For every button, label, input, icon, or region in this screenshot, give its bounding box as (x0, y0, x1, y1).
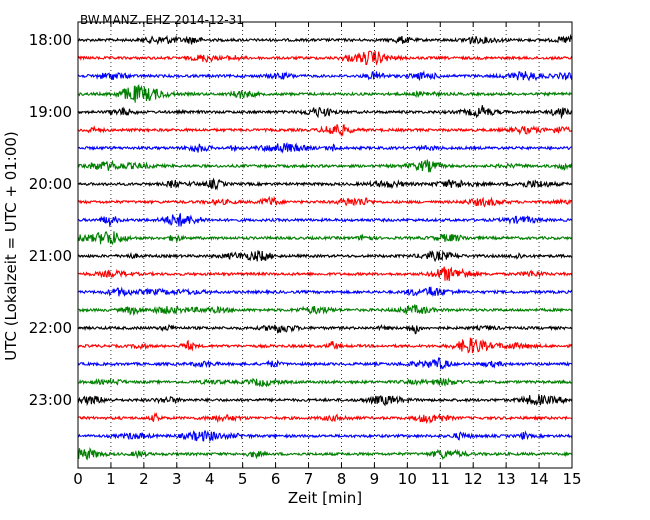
x-tick-label: 10 (398, 470, 417, 488)
y-tick-label: 18:00 (29, 31, 72, 49)
trace-line (77, 231, 573, 246)
trace-line (77, 323, 573, 335)
x-tick-label: 9 (370, 470, 380, 488)
x-tick-label: 14 (530, 470, 549, 488)
trace-line (77, 124, 573, 137)
x-tick-label: 4 (205, 470, 215, 488)
plot-frame (77, 21, 573, 469)
trace-line (77, 446, 573, 461)
trace-line (77, 286, 573, 297)
trace-line (77, 195, 573, 208)
y-axis-ticks: 18:00 19:00 20:00 21:00 22:00 23:00 (29, 31, 83, 409)
x-tick-label: 11 (431, 470, 450, 488)
trace-line (77, 213, 573, 228)
trace-line (77, 249, 573, 263)
y-tick-label: 23:00 (29, 391, 72, 409)
x-tick-label: 8 (337, 470, 347, 488)
trace-line (78, 412, 573, 425)
trace-line (77, 266, 573, 281)
x-tick-label: 3 (172, 470, 182, 488)
trace-line (77, 177, 573, 191)
chart-title: BW.MANZ..EHZ 2014-12-31 (80, 13, 244, 27)
trace-line (77, 429, 573, 443)
y-axis-label: UTC (Lokalzeit = UTC + 01:00) (2, 131, 20, 361)
x-tick-label: 12 (464, 470, 483, 488)
trace-line (77, 105, 573, 120)
trace-line (77, 159, 573, 173)
x-tick-label: 1 (106, 470, 116, 488)
trace-group (77, 33, 573, 461)
x-tick-label: 2 (139, 470, 149, 488)
x-tick-label: 13 (497, 470, 516, 488)
trace-line (77, 357, 573, 370)
x-axis-label: Zeit [min] (288, 489, 362, 507)
trace-line (77, 70, 573, 82)
trace-line (77, 83, 573, 103)
x-axis-ticks: 0 1 2 3 4 5 6 7 8 9 10 11 12 13 14 15 (73, 22, 582, 488)
y-tick-label: 19:00 (29, 103, 72, 121)
trace-line (77, 337, 573, 354)
x-tick-label: 6 (271, 470, 281, 488)
trace-line (77, 142, 573, 154)
x-tick-label: 7 (304, 470, 314, 488)
y-tick-label: 20:00 (29, 175, 72, 193)
y-tick-label: 22:00 (29, 319, 72, 337)
x-tick-label: 15 (562, 470, 581, 488)
trace-line (77, 33, 573, 46)
trace-line (77, 50, 573, 66)
trace-line (77, 377, 573, 388)
x-tick-label: 0 (73, 470, 83, 488)
x-tick-label: 5 (238, 470, 248, 488)
y-tick-label: 21:00 (29, 247, 72, 265)
trace-line (77, 303, 573, 316)
trace-line (77, 393, 573, 407)
